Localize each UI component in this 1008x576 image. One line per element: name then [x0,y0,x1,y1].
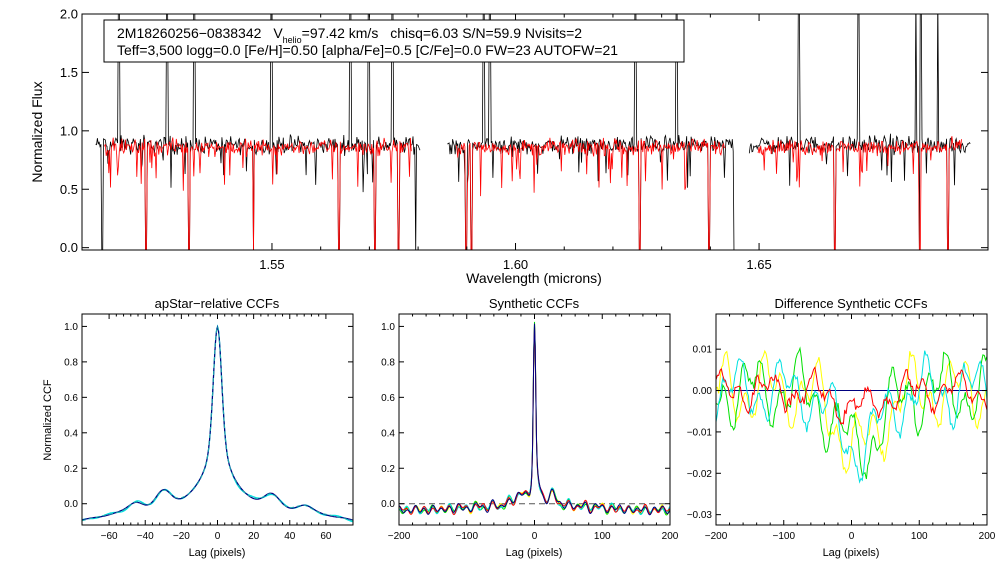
annotation-vhelio-value: =97.42 km/s [302,25,379,41]
synthetic-ccf-lines [399,321,670,516]
x-tick-label: 20 [248,531,260,542]
apstar-ccf-ylabel: Normalized CCF [42,379,54,461]
y-tick-label: 0.0 [60,240,78,255]
synthetic-ccf-xlabel: Lag (pixels) [506,547,563,559]
x-tick-label: −200 [388,531,411,542]
x-tick-label: −40 [137,531,154,542]
x-tick-label: 1.60 [503,257,528,272]
y-tick-label: 1.0 [381,322,395,333]
synthetic-spectrum-line [104,137,412,250]
y-tick-label: −0.03 [687,510,713,521]
annotation-line-1: 2M18260256−0838342 Vhelio=97.42 km/s chi… [117,25,582,45]
annotation-box-frame [103,19,685,63]
x-tick-label: −60 [101,531,118,542]
spectrum-panel: 1.55 1.60 1.65 0.0 0.5 1.0 1.5 2.0 Wavelength (… [29,7,989,286]
observed-spectrum-line [95,14,421,250]
apstar-ccf-panel: apStar−relative CCFs −60 −40 −20 0 20 40 60 0.0… [42,296,354,559]
x-tick-label: −200 [705,531,728,542]
spectrum-lines [95,14,971,250]
annotation-line-2: Teff=3,500 logg=0.0 [Fe/H]=0.50 [alpha/F… [117,42,618,58]
y-tick-label: −0.01 [687,427,713,438]
y-tick-label: 0.5 [60,182,78,197]
apstar-ccf-ticks: −60 −40 −20 0 20 40 60 0.0 0.2 0.4 0.6 0.8 1.0 [64,314,353,542]
spectrum-frame [81,13,989,251]
y-tick-label: 0.2 [381,464,395,475]
annotation-vhelio-label: V [273,25,283,41]
difference-ccf-difference-4 [716,366,987,425]
spectrum-ylabel: Normalized Flux [29,81,45,182]
y-tick-label: −0.02 [687,469,713,480]
y-tick-label: 0.00 [693,386,713,397]
y-tick-label: 1.0 [60,123,78,138]
difference-ccf-title: Difference Synthetic CCFs [775,296,928,311]
difference-ccf-difference-3 [716,350,987,484]
x-tick-label: 200 [979,531,996,542]
apstar-ccf-title: apStar−relative CCFs [155,296,280,311]
y-tick-label: 0.6 [64,393,78,404]
x-tick-label: 0 [849,531,855,542]
x-tick-label: 60 [320,531,332,542]
y-tick-label: 0.4 [381,428,395,439]
y-tick-label: 0.0 [64,499,78,510]
y-tick-label: 1.5 [60,65,78,80]
difference-ccf-difference-1 [716,349,987,475]
y-tick-label: 0.0 [381,499,395,510]
y-tick-label: 0.6 [381,393,395,404]
synthetic-ccf-title: Synthetic CCFs [489,296,580,311]
spectrum-ticks: 1.55 1.60 1.65 0.0 0.5 1.0 1.5 2.0 [60,7,988,272]
x-tick-label: 1.55 [259,257,284,272]
y-tick-label: 0.4 [64,428,78,439]
difference-ccf-difference-2 [716,346,987,480]
y-tick-label: 1.0 [64,322,78,333]
spectrum-xlabel: Wavelength (microns) [466,270,602,286]
x-tick-label: 100 [594,531,611,542]
annotation-star-id: 2M18260256−0838342 [117,25,262,41]
x-tick-label: 40 [284,531,296,542]
synthetic-spectrum-line [455,137,726,250]
y-tick-label: 0.8 [64,357,78,368]
synthetic-ccf-panel: Synthetic CCFs −200 −100 0 100 200 0.0 0.2 0.4 0… [381,296,679,559]
x-tick-label: −20 [173,531,190,542]
y-tick-label: 2.0 [60,7,78,22]
annotation-vhelio-subscript: helio [283,35,302,45]
x-tick-label: 0 [215,531,221,542]
y-tick-label: 0.2 [64,464,78,475]
synthetic-ccf-visit-5 [399,323,670,516]
y-tick-label: 0.8 [381,357,395,368]
difference-ccf-ticks: −200 −100 0 100 200 −0.03 −0.02 −0.01 0.00 0.01 [687,314,996,542]
synthetic-ccf-ticks: −200 −100 0 100 200 0.0 0.2 0.4 0.6 0.8 1.0 [381,314,679,542]
x-tick-label: 200 [662,531,679,542]
difference-ccf-xlabel: Lag (pixels) [823,547,880,559]
difference-ccf-lines [716,346,987,484]
x-tick-label: 1.65 [746,257,771,272]
apstar-ccf-xlabel: Lag (pixels) [189,547,246,559]
synthetic-spectrum-line [757,136,962,250]
x-tick-label: −100 [772,531,795,542]
spectrum-annotation-box: 2M18260256−0838342 Vhelio=97.42 km/s chi… [103,19,685,63]
y-tick-label: 0.01 [693,345,713,356]
x-tick-label: 0 [532,531,538,542]
x-tick-label: −100 [455,531,478,542]
annotation-stats: chisq=6.03 S/N=59.9 Nvisits=2 [390,25,582,41]
apstar-ccf-lines [82,324,353,523]
x-tick-label: 100 [911,531,928,542]
difference-ccf-panel: Difference Synthetic CCFs −200 −100 0 100 20… [687,296,996,559]
